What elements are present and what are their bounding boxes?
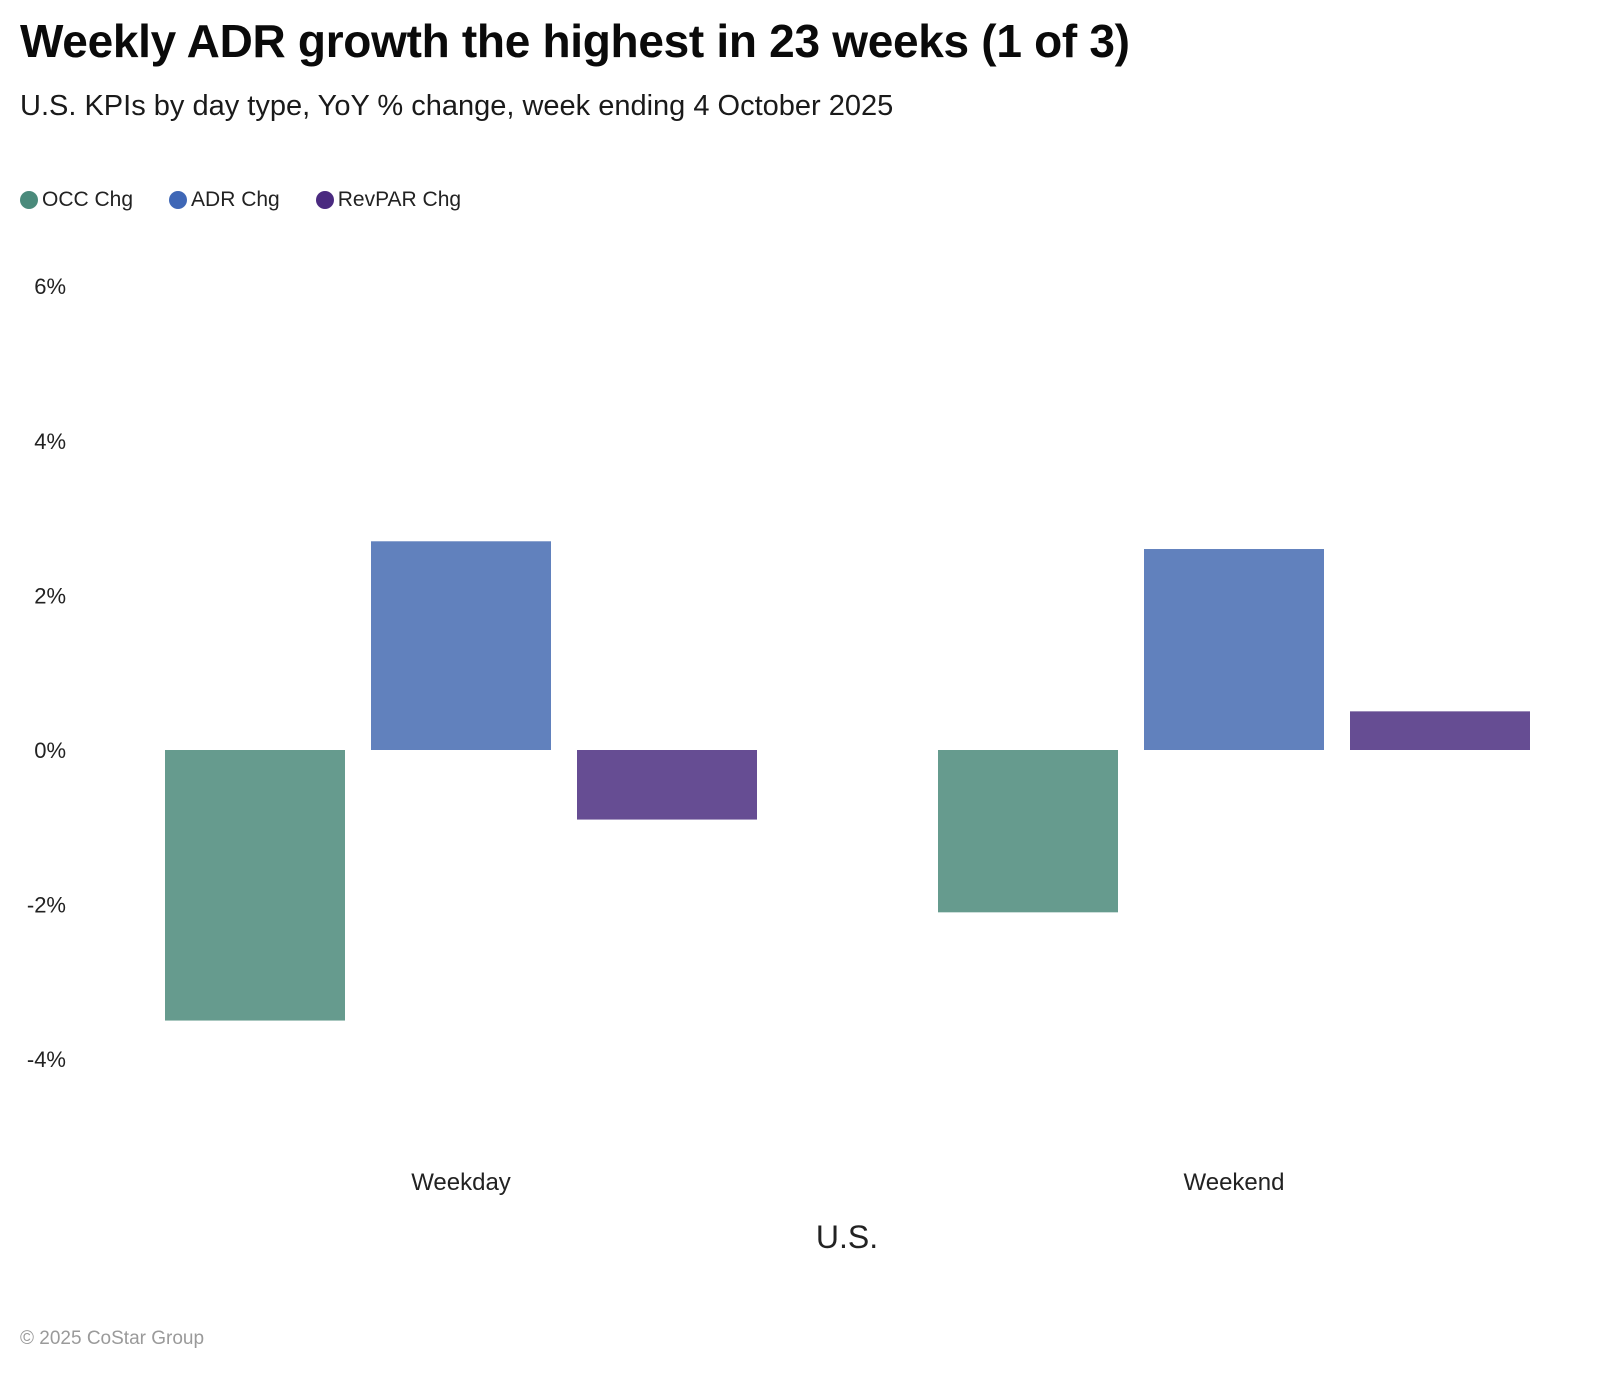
bar-weekend-adr-chg xyxy=(1144,549,1324,750)
bar-weekend-revpar-chg xyxy=(1350,711,1530,750)
bar-weekend-occ-chg xyxy=(938,750,1118,913)
legend-swatch-revpar xyxy=(315,191,334,209)
bar-weekday-occ-chg xyxy=(165,750,345,1021)
bars xyxy=(165,541,1530,1021)
y-axis-ticks: 6% 4% 2% 0% -2% -4% xyxy=(27,274,66,1072)
y-tick-label: 4% xyxy=(34,429,66,454)
legend-item-revpar: RevPAR Chg xyxy=(315,188,462,212)
legend-item-adr: ADR Chg xyxy=(169,188,280,212)
y-tick-label: 0% xyxy=(34,738,66,763)
legend-label-adr: ADR Chg xyxy=(191,188,280,211)
legend: OCC Chg ADR Chg RevPAR Chg xyxy=(20,188,461,212)
x-category-label: Weekend xyxy=(1184,1169,1285,1196)
legend-swatch-occ xyxy=(20,191,38,209)
legend-label-revpar: RevPAR Chg xyxy=(337,188,462,211)
bar-weekday-revpar-chg xyxy=(577,750,757,820)
chart-title: Weekly ADR growth the highest in 23 week… xyxy=(20,15,1130,67)
chart-subtitle: U.S. KPIs by day type, YoY % change, wee… xyxy=(20,90,894,122)
copyright-footer: © 2025 CoStar Group xyxy=(20,1328,205,1349)
x-axis-category-labels: Weekday Weekend xyxy=(411,1169,1284,1196)
legend-label-occ: OCC Chg xyxy=(42,188,134,211)
legend-item-occ: OCC Chg xyxy=(20,188,133,212)
bar-weekday-adr-chg xyxy=(371,541,551,750)
x-category-label: Weekday xyxy=(411,1169,511,1196)
y-tick-label: 6% xyxy=(34,274,66,299)
legend-swatch-adr xyxy=(169,191,188,209)
y-tick-label: 2% xyxy=(34,583,66,608)
x-axis-group-label: U.S. xyxy=(816,1219,878,1255)
y-tick-label: -2% xyxy=(27,893,66,918)
y-tick-label: -4% xyxy=(27,1047,66,1072)
